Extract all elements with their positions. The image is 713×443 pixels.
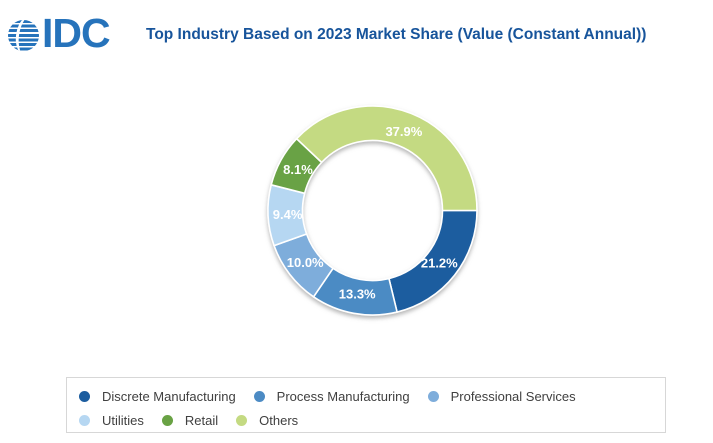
legend-item-label: Discrete Manufacturing [102,388,236,404]
legend-color-dot-icon [161,414,173,426]
legend-item-discrete-manufacturing[interactable]: Discrete Manufacturing [79,385,236,407]
donut-chart-svg: 21.2% 13.3% 10.0% 9.4% 8.1% 37.9% [267,105,478,316]
idc-logo: IDC [8,10,111,56]
page-title: Top Industry Based on 2023 Market Share … [146,26,647,43]
legend-color-dot-icon [236,414,248,426]
legend-item-label: Others [259,412,299,428]
legend-color-dot-icon [427,390,439,402]
donut-chart: 21.2% 13.3% 10.0% 9.4% 8.1% 37.9% [252,90,493,332]
slice-label-discrete-manufacturing: 21.2% [421,256,458,271]
header: IDC Top Industry Based on 2023 Market Sh… [0,0,713,70]
idc-logo-text: IDC [42,10,111,56]
slice-label-utilities: 9.4% [273,207,303,222]
chart-legend: Discrete Manufacturing Process Manufactur… [66,377,666,433]
slice-label-professional-services: 10.0% [287,255,324,270]
slice-label-process-manufacturing: 13.3% [339,287,376,302]
donut-segment-others[interactable] [295,105,478,212]
legend-item-label: Utilities [102,412,144,428]
slice-label-others: 37.9% [385,124,422,139]
legend-item-label: Process Manufacturing [276,388,410,404]
idc-globe-icon [8,19,39,51]
legend-item-label: Retail [184,412,219,428]
slice-label-retail: 8.1% [283,162,313,177]
legend-color-dot-icon [253,390,265,402]
legend-item-professional-services[interactable]: Professional Services [427,385,576,407]
legend-item-retail[interactable]: Retail [161,409,219,431]
legend-color-dot-icon [79,414,90,426]
legend-item-utilities[interactable]: Utilities [79,409,144,431]
legend-item-label: Professional Services [450,388,576,404]
legend-color-dot-icon [79,390,90,402]
legend-item-others[interactable]: Others [236,409,298,431]
legend-item-process-manufacturing[interactable]: Process Manufacturing [253,385,410,407]
